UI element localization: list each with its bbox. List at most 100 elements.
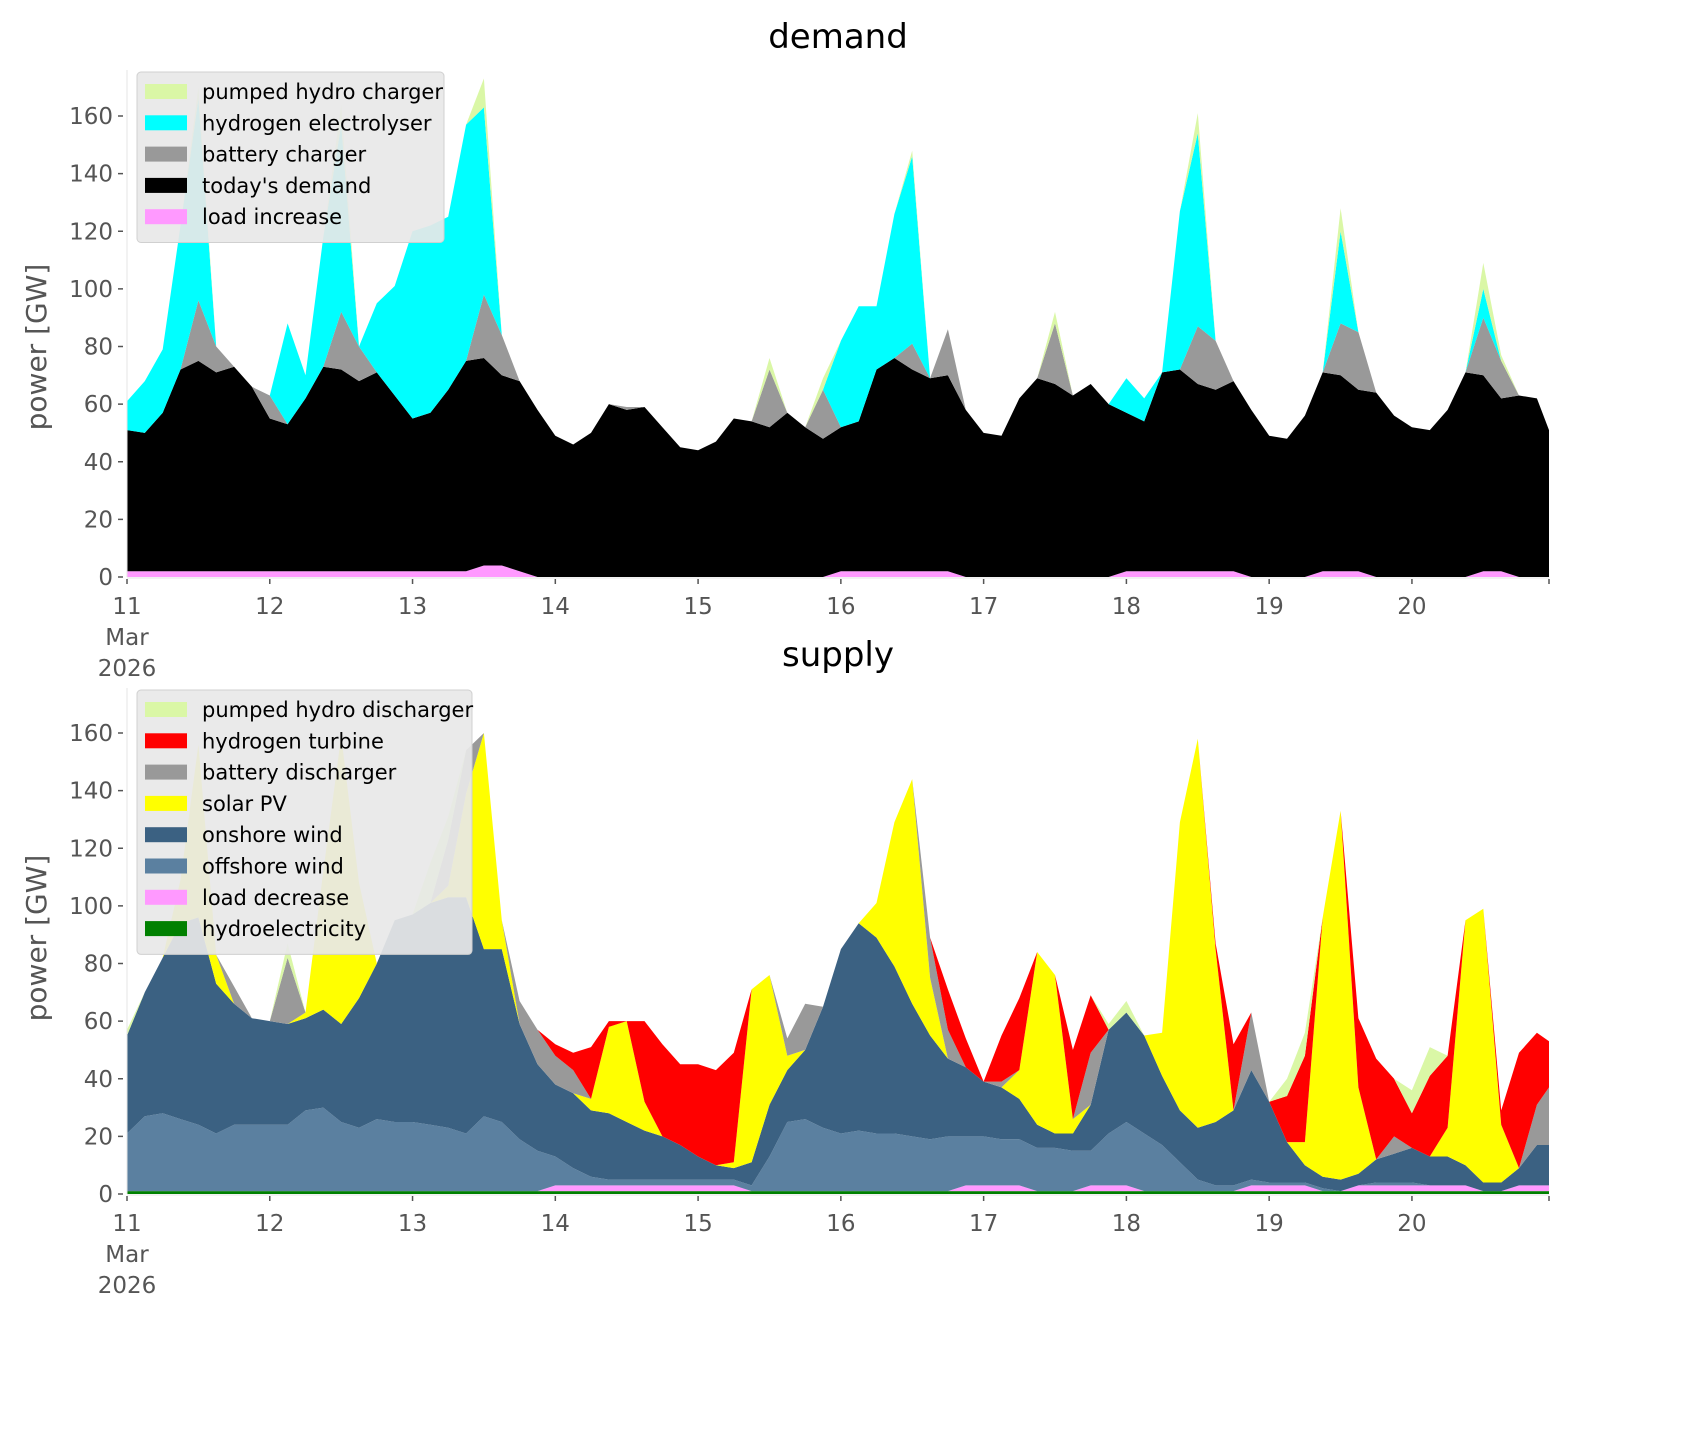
y-tick-label: 40 xyxy=(84,450,113,476)
area-onshore-wind xyxy=(127,897,1549,1192)
legend-item-hydrogen-turbine: hydrogen turbine xyxy=(145,729,384,753)
legend-swatch xyxy=(145,733,187,749)
y-tick-label: 120 xyxy=(69,836,113,862)
legend-label: pumped hydro charger xyxy=(202,80,443,104)
legend-label: hydroelectricity xyxy=(202,917,366,941)
x-tick-label: 16 xyxy=(826,1211,855,1237)
supply-panel: supply power [GW] 0 20 40 60 80 100 120 140 160 1… xyxy=(20,635,1550,1299)
legend-item-hydroelectricity: hydroelectricity xyxy=(145,917,366,941)
area-battery-charger xyxy=(127,294,1549,451)
legend-swatch xyxy=(145,764,187,780)
y-tick-label: 20 xyxy=(84,507,113,533)
x-tick-label: 15 xyxy=(683,1211,712,1237)
legend-label: offshore wind xyxy=(202,855,344,879)
legend-item-pumped-hydro-discharger: pumped hydro discharger xyxy=(145,698,473,722)
x-tick-label: 13 xyxy=(398,1211,427,1237)
y-tick-label: 160 xyxy=(69,104,113,130)
legend-label: hydrogen electrolyser xyxy=(202,111,432,135)
y-tick-label: 100 xyxy=(69,894,113,920)
legend-label: solar PV xyxy=(202,792,287,816)
legend-label: battery discharger xyxy=(202,761,397,785)
y-tick-label: 60 xyxy=(84,1009,113,1035)
area-today-s-demand xyxy=(127,358,1549,577)
area-solar-pv xyxy=(127,733,1549,1183)
area-hydrogen-electrolyser xyxy=(127,98,1549,451)
area-hydroelectricity xyxy=(127,1191,1549,1194)
x-tick-label: 17 xyxy=(969,1211,998,1237)
demand-title: demand xyxy=(768,17,908,57)
x-tick-sublabel: 2026 xyxy=(98,656,157,682)
y-tick-label: 0 xyxy=(98,1182,113,1208)
legend-item-solar-pv: solar PV xyxy=(145,792,287,816)
x-tick-sublabel: Mar xyxy=(105,1242,149,1268)
x-tick-label: 11 xyxy=(112,1211,141,1237)
y-tick-label: 0 xyxy=(98,565,113,591)
x-tick-label: 20 xyxy=(1397,594,1426,620)
supply-legend: pumped hydro discharger hydrogen turbine b… xyxy=(136,689,473,955)
supply-title: supply xyxy=(782,635,894,675)
x-tick-label: 13 xyxy=(398,594,427,620)
y-tick-label: 40 xyxy=(84,1067,113,1093)
legend-label: load decrease xyxy=(202,886,349,910)
x-tick-label: 17 xyxy=(969,594,998,620)
x-tick-label: 19 xyxy=(1255,594,1284,620)
area-offshore-wind xyxy=(127,1107,1549,1192)
legend-box xyxy=(136,689,473,955)
x-tick-label: 15 xyxy=(683,594,712,620)
x-tick-sublabel: 2026 xyxy=(98,1273,157,1299)
x-tick-label: 16 xyxy=(826,594,855,620)
supply-y-axis-label: power [GW] xyxy=(20,855,53,1022)
x-tick-label: 20 xyxy=(1397,1211,1426,1237)
legend-item-offshore-wind: offshore wind xyxy=(145,855,344,879)
demand-areas xyxy=(127,78,1549,577)
demand-panel: demand power [GW] 0 20 40 60 80 100 120 140 160 1… xyxy=(20,17,1550,682)
legend-item-hydrogen-electrolyser: hydrogen electrolyser xyxy=(145,111,432,135)
x-tick-label: 12 xyxy=(255,594,284,620)
x-tick-label: 14 xyxy=(541,1211,570,1237)
legend-swatch xyxy=(145,209,187,225)
legend-item-onshore-wind: onshore wind xyxy=(145,823,343,847)
legend-swatch xyxy=(145,795,187,811)
demand-legend: pumped hydro charger hydrogen electrolyse… xyxy=(136,71,445,243)
legend-item-today-s-demand: today's demand xyxy=(145,174,371,198)
y-tick-label: 80 xyxy=(84,335,113,361)
y-tick-label: 120 xyxy=(69,219,113,245)
legend-box xyxy=(136,71,445,243)
legend-item-battery-charger: battery charger xyxy=(145,143,367,167)
x-tick-label: 18 xyxy=(1112,594,1141,620)
supply-areas xyxy=(127,733,1549,1194)
legend-label: today's demand xyxy=(202,174,371,198)
supply-axes: 0 20 40 60 80 100 120 140 160 11 Mar 2026 12 13 14 15 16… xyxy=(69,688,1550,1299)
legend-label: hydrogen turbine xyxy=(202,729,384,753)
legend-label: battery charger xyxy=(202,143,367,167)
legend-swatch xyxy=(145,177,187,193)
y-tick-label: 60 xyxy=(84,392,113,418)
legend-item-battery-discharger: battery discharger xyxy=(145,761,397,785)
legend-item-pumped-hydro-charger: pumped hydro charger xyxy=(145,80,443,104)
area-load-increase xyxy=(127,565,1549,577)
legend-swatch xyxy=(145,889,187,905)
legend-item-load-decrease: load decrease xyxy=(145,886,349,910)
x-tick-label: 14 xyxy=(541,594,570,620)
x-tick-sublabel: Mar xyxy=(105,625,149,651)
x-tick-label: 18 xyxy=(1112,1211,1141,1237)
area-load-decrease xyxy=(127,1185,1549,1192)
legend-swatch xyxy=(145,146,187,162)
y-tick-label: 140 xyxy=(69,162,113,188)
y-tick-label: 20 xyxy=(84,1124,113,1150)
demand-y-axis-label: power [GW] xyxy=(20,264,53,431)
legend-swatch xyxy=(145,84,187,99)
legend-swatch xyxy=(145,858,187,874)
legend-label: pumped hydro discharger xyxy=(202,698,473,722)
legend-label: load increase xyxy=(202,205,342,229)
legend-swatch xyxy=(145,827,187,843)
x-tick-label: 11 xyxy=(112,594,141,620)
legend-swatch xyxy=(145,702,187,717)
legend-swatch xyxy=(145,115,187,131)
legend-label: onshore wind xyxy=(202,823,343,847)
y-tick-label: 140 xyxy=(69,779,113,805)
y-tick-label: 80 xyxy=(84,952,113,978)
y-tick-label: 100 xyxy=(69,277,113,303)
legend-swatch xyxy=(145,921,187,937)
